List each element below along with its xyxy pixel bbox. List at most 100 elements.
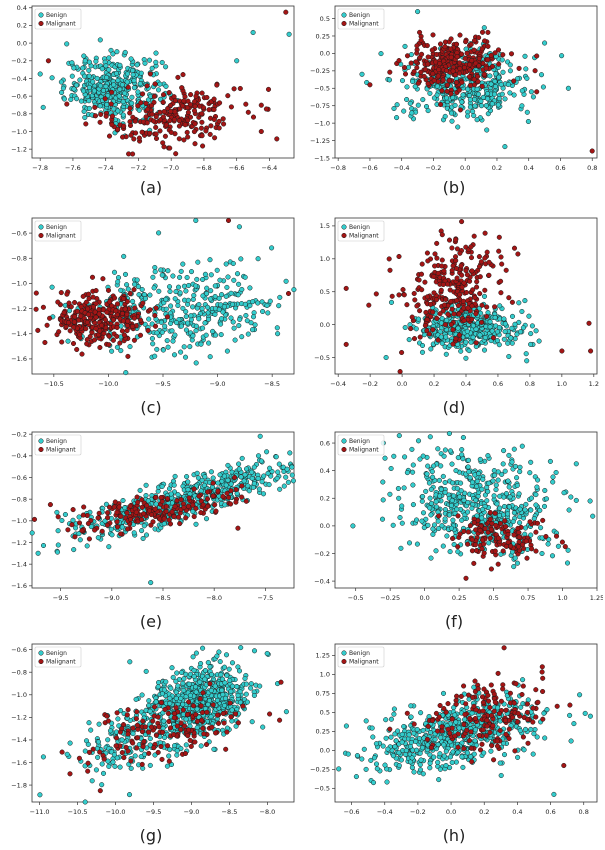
- malignant-point: [127, 122, 134, 129]
- benign-point: [493, 487, 499, 493]
- malignant-point: [214, 82, 220, 88]
- benign-point: [545, 541, 551, 547]
- benign-point: [453, 468, 459, 474]
- benign-point: [197, 679, 203, 685]
- benign-point: [224, 284, 230, 290]
- legend-marker-benign: [38, 224, 44, 230]
- malignant-point: [188, 92, 194, 98]
- malignant-point: [467, 67, 473, 73]
- benign-point: [194, 276, 200, 282]
- malignant-point: [200, 502, 206, 508]
- benign-point: [465, 86, 471, 92]
- malignant-point: [431, 290, 437, 296]
- panel-caption-a: (a): [139, 178, 163, 197]
- benign-point: [477, 332, 483, 338]
- malignant-point: [457, 292, 463, 298]
- malignant-point: [446, 237, 453, 243]
- benign-point: [236, 461, 242, 467]
- benign-point: [449, 461, 455, 467]
- benign-point: [229, 469, 235, 475]
- malignant-point: [130, 324, 136, 330]
- benign-point: [251, 464, 257, 470]
- benign-point: [480, 476, 486, 482]
- malignant-point: [205, 503, 211, 509]
- malignant-point: [449, 267, 455, 274]
- benign-point: [191, 292, 197, 298]
- benign-point: [180, 305, 186, 311]
- malignant-point: [451, 311, 457, 317]
- benign-point: [167, 700, 173, 706]
- benign-point: [501, 448, 507, 454]
- malignant-point: [96, 311, 102, 317]
- benign-point: [202, 676, 208, 682]
- benign-point: [496, 96, 502, 102]
- malignant-point: [166, 90, 172, 96]
- malignant-point: [479, 302, 485, 308]
- malignant-point: [444, 82, 450, 88]
- benign-point: [110, 51, 116, 57]
- malignant-point: [439, 88, 445, 94]
- malignant-point: [448, 321, 454, 328]
- malignant-point: [133, 509, 139, 515]
- benign-point: [410, 469, 416, 475]
- malignant-point: [114, 324, 120, 331]
- benign-point: [103, 83, 109, 89]
- malignant-point: [461, 318, 467, 324]
- malignant-point: [485, 29, 491, 35]
- y-tick-label: −1.6: [11, 582, 27, 590]
- benign-point: [480, 94, 486, 100]
- malignant-point: [80, 293, 86, 299]
- malignant-point: [100, 276, 106, 282]
- malignant-point: [487, 509, 493, 516]
- malignant-point: [443, 296, 449, 302]
- benign-point: [493, 482, 499, 488]
- malignant-point: [237, 85, 243, 92]
- malignant-point: [454, 298, 460, 304]
- benign-point: [460, 434, 466, 441]
- benign-point: [200, 276, 206, 283]
- benign-point: [220, 309, 226, 315]
- malignant-point: [231, 86, 237, 92]
- benign-point: [500, 461, 506, 467]
- benign-point: [104, 74, 110, 80]
- malignant-point: [216, 125, 222, 131]
- benign-point: [415, 102, 421, 108]
- malignant-point: [76, 520, 83, 526]
- malignant-point: [171, 514, 177, 520]
- malignant-point: [503, 267, 509, 273]
- benign-point: [459, 447, 465, 453]
- malignant-point: [78, 313, 84, 319]
- benign-point: [398, 545, 404, 551]
- malignant-point: [431, 273, 437, 280]
- benign-point: [247, 303, 253, 309]
- malignant-point: [467, 523, 473, 529]
- benign-point: [481, 347, 488, 353]
- y-tick-label: 0.25: [316, 32, 330, 40]
- malignant-point: [160, 99, 166, 105]
- malignant-point: [465, 529, 471, 535]
- benign-point: [284, 466, 290, 472]
- benign-point: [438, 463, 444, 469]
- malignant-point: [437, 311, 443, 317]
- malignant-point: [197, 103, 203, 109]
- benign-point: [156, 288, 162, 294]
- malignant-point: [121, 123, 127, 129]
- benign-point: [78, 98, 84, 104]
- benign-point: [154, 346, 160, 352]
- benign-point: [474, 513, 480, 519]
- benign-point: [248, 320, 254, 326]
- benign-point: [69, 60, 75, 66]
- y-tick-label: −0.6: [11, 474, 27, 482]
- malignant-point: [450, 68, 456, 74]
- benign-point: [168, 303, 174, 309]
- benign-point: [260, 308, 266, 315]
- benign-point: [121, 253, 127, 259]
- benign-point: [281, 483, 287, 489]
- benign-point: [519, 308, 525, 315]
- malignant-point: [516, 65, 522, 71]
- benign-point: [249, 327, 256, 333]
- malignant-point: [126, 151, 132, 157]
- benign-point: [147, 708, 153, 714]
- malignant-point: [396, 58, 402, 64]
- y-tick-label: −0.8: [11, 495, 27, 503]
